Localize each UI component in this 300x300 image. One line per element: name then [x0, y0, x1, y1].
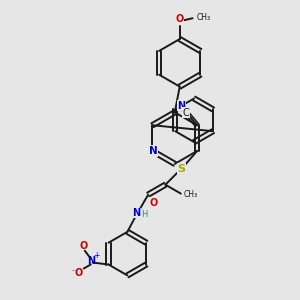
Text: O: O: [80, 241, 88, 251]
Text: N: N: [149, 146, 158, 156]
Text: CH₃: CH₃: [196, 13, 211, 22]
Text: N: N: [87, 256, 95, 266]
Text: O: O: [176, 14, 184, 24]
Text: S: S: [177, 164, 185, 174]
Text: ⁻: ⁻: [71, 267, 75, 276]
Text: H: H: [141, 211, 147, 220]
Text: O: O: [75, 268, 83, 278]
Text: N: N: [177, 100, 185, 111]
Text: CH₃: CH₃: [184, 190, 198, 199]
Text: +: +: [94, 251, 100, 260]
Text: O: O: [149, 197, 157, 208]
Text: C: C: [183, 108, 190, 118]
Text: N: N: [132, 208, 140, 218]
